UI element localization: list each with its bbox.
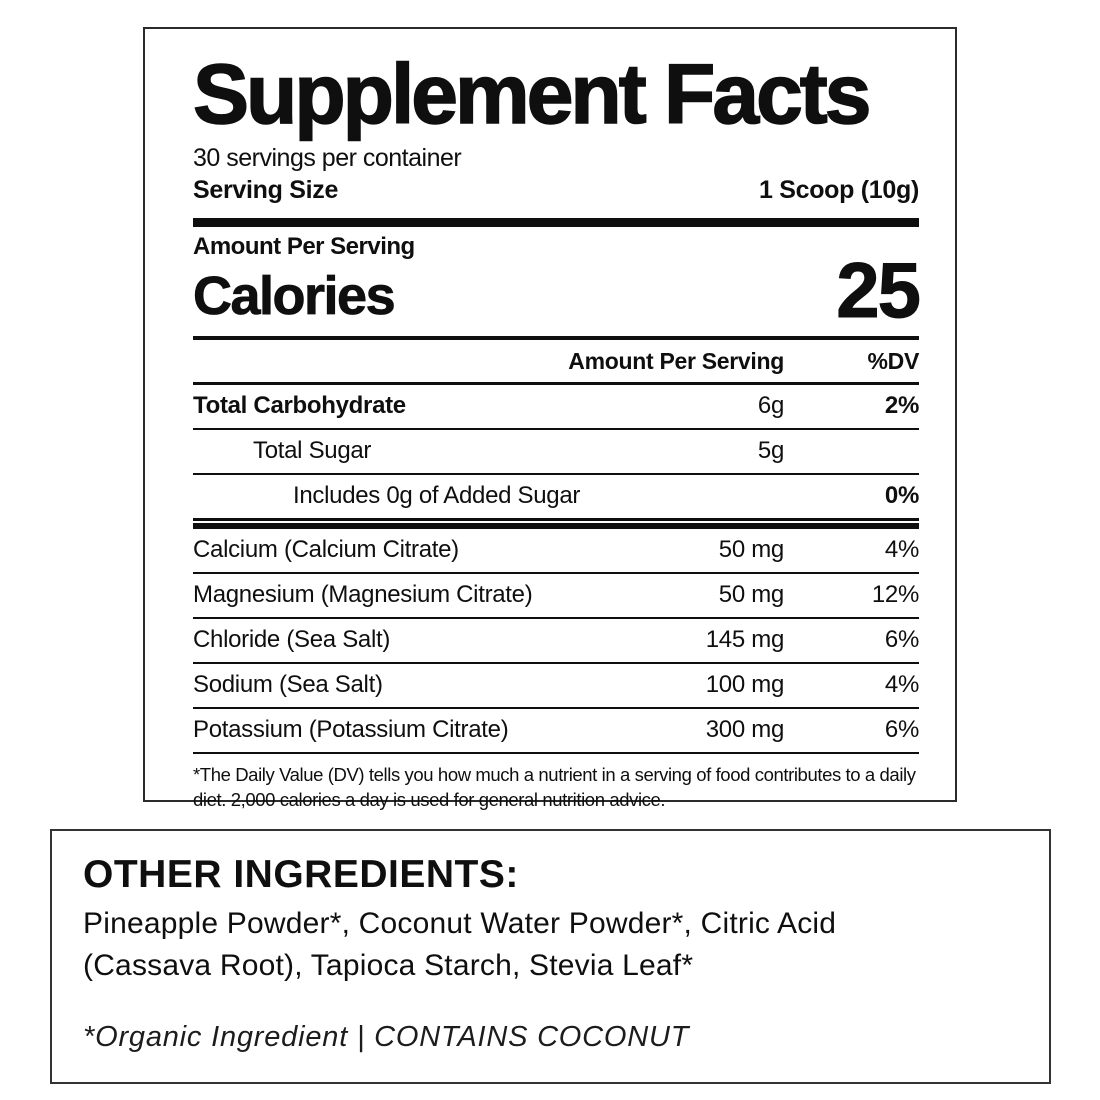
divider-double xyxy=(193,518,919,530)
table-header-row: Amount Per Serving %DV xyxy=(193,340,919,386)
nutrient-dv: 6% xyxy=(884,716,919,744)
organic-allergen-note: *Organic Ingredient | CONTAINS COCONUT xyxy=(83,1021,690,1053)
nutrient-dv: 2% xyxy=(884,392,919,420)
nutrient-row-magnesium: Magnesium (Magnesium Citrate) 50 mg 12% xyxy=(193,574,919,620)
nutrient-row-added-sugar: Includes 0g of Added Sugar 0% xyxy=(193,475,919,518)
serving-size-row: Serving Size 1 Scoop (10g) xyxy=(193,176,919,205)
other-ingredients-panel: OTHER INGREDIENTS: Pineapple Powder*, Co… xyxy=(50,829,1051,1084)
nutrient-amount: 5g xyxy=(757,437,784,465)
nutrient-amount: 300 mg xyxy=(705,716,785,744)
nutrient-dv: 0% xyxy=(884,482,919,510)
nutrient-amount: 50 mg xyxy=(718,581,785,609)
nutrient-name: Total Carbohydrate xyxy=(193,392,406,420)
divider-double-thick xyxy=(193,523,919,530)
nutrient-row-calcium: Calcium (Calcium Citrate) 50 mg 4% xyxy=(193,529,919,575)
other-ingredients-heading: OTHER INGREDIENTS: xyxy=(83,853,519,896)
nutrient-amount: 6g xyxy=(757,392,784,420)
nutrient-row-total-carbohydrate: Total Carbohydrate 6g 2% xyxy=(193,385,919,431)
nutrient-amount: 145 mg xyxy=(705,626,785,654)
table-header-amount: Amount Per Serving xyxy=(568,348,784,375)
nutrient-row-sodium: Sodium (Sea Salt) 100 mg 4% xyxy=(193,664,919,710)
supplement-facts-panel: Supplement Facts 30 servings per contain… xyxy=(143,27,957,810)
nutrient-dv: 12% xyxy=(871,581,919,609)
nutrient-name: Potassium (Potassium Citrate) xyxy=(193,716,509,744)
supplement-facts-title: Supplement Facts xyxy=(192,47,872,141)
nutrient-name: Includes 0g of Added Sugar xyxy=(293,482,581,510)
nutrient-dv: 4% xyxy=(884,536,919,564)
nutrient-row-total-sugar: Total Sugar 5g xyxy=(193,430,919,476)
nutrient-row-potassium: Potassium (Potassium Citrate) 300 mg 6% xyxy=(193,709,919,755)
daily-value-footnote: *The Daily Value (DV) tells you how much… xyxy=(193,764,916,811)
table-header-dv: %DV xyxy=(867,348,919,375)
calories-value: 25 xyxy=(836,246,922,335)
nutrient-dv: 4% xyxy=(884,671,919,699)
divider-medium xyxy=(193,336,919,341)
other-ingredients-list: Pineapple Powder*, Coconut Water Powder*… xyxy=(83,906,837,982)
calories-row: Calories 25 xyxy=(193,246,922,335)
nutrient-name: Total Sugar xyxy=(253,437,372,465)
nutrient-dv: 6% xyxy=(884,626,919,654)
nutrient-name: Sodium (Sea Salt) xyxy=(193,671,383,699)
serving-size-label: Serving Size xyxy=(193,176,339,205)
nutrient-name: Chloride (Sea Salt) xyxy=(193,626,391,654)
serving-size-value: 1 Scoop (10g) xyxy=(758,176,919,205)
nutrient-row-chloride: Chloride (Sea Salt) 145 mg 6% xyxy=(193,619,919,665)
divider-double-thin xyxy=(193,518,919,522)
amount-per-serving-label: Amount Per Serving xyxy=(193,233,415,261)
nutrient-name: Calcium (Calcium Citrate) xyxy=(193,536,459,564)
divider-thick xyxy=(193,218,919,228)
nutrient-amount: 50 mg xyxy=(718,536,785,564)
servings-per-container: 30 servings per container xyxy=(193,144,462,173)
nutrient-name: Magnesium (Magnesium Citrate) xyxy=(193,581,533,609)
calories-label: Calories xyxy=(193,266,396,327)
nutrient-amount: 100 mg xyxy=(705,671,785,699)
